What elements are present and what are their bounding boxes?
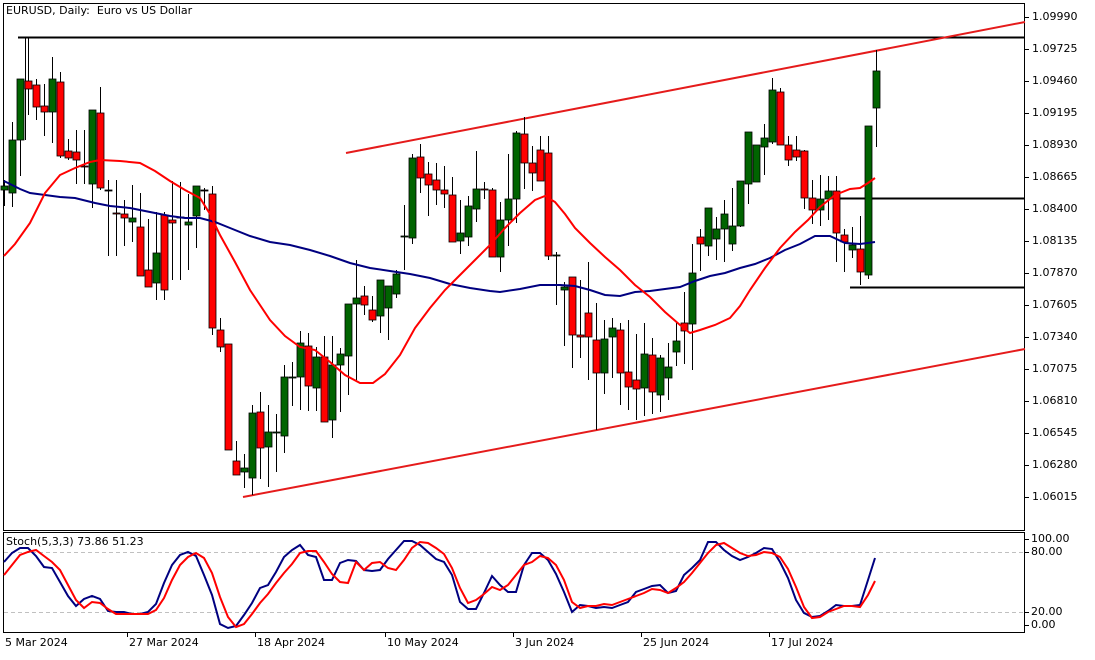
- stochastic-lines: [3, 540, 876, 630]
- stoch-tick-label: 0.00: [1031, 618, 1056, 631]
- price-tick-label: 1.09195: [1032, 106, 1078, 119]
- price-tick-label: 1.06810: [1032, 394, 1078, 407]
- ma-fast-line: [3, 158, 876, 384]
- ma-slow-line: [3, 180, 876, 298]
- price-tick-label: 1.06280: [1032, 458, 1078, 471]
- price-tick-label: 1.08135: [1032, 234, 1078, 247]
- candlesticks: [0, 38, 881, 495]
- price-tick-label: 1.07340: [1032, 330, 1078, 343]
- stoch-main-line: [3, 540, 876, 630]
- date-tick-label: 5 Mar 2024: [5, 636, 68, 649]
- stoch-tick-label: 20.00: [1031, 605, 1063, 618]
- stoch-pane-frame: [3, 532, 1025, 633]
- stochastic-label: Stoch(5,3,3) 73.86 51.23: [6, 535, 144, 548]
- price-tick-label: 1.06015: [1032, 490, 1078, 503]
- date-tick-label: 18 Apr 2024: [257, 636, 326, 649]
- price-tick-label: 1.09725: [1032, 42, 1078, 55]
- date-tick-label: 17 Jul 2024: [771, 636, 834, 649]
- price-tick-label: 1.08400: [1032, 202, 1078, 215]
- stoch-tick-label: 100.00: [1031, 532, 1070, 545]
- stoch-tick-label: 80.00: [1031, 545, 1063, 558]
- date-tick-label: 10 May 2024: [387, 636, 459, 649]
- stoch-level-lines: [4, 552, 1024, 613]
- date-tick-label: 27 Mar 2024: [129, 636, 199, 649]
- price-tick-label: 1.07075: [1032, 362, 1078, 375]
- price-tick-label: 1.09990: [1032, 10, 1078, 23]
- date-tick-label: 3 Jun 2024: [515, 636, 575, 649]
- price-tick-label: 1.08665: [1032, 170, 1078, 183]
- price-tick-label: 1.09460: [1032, 74, 1078, 87]
- chart-title: EURUSD, Daily: Euro vs US Dollar: [6, 4, 193, 17]
- date-tick-label: 25 Jun 2024: [643, 636, 710, 649]
- price-tick-label: 1.07605: [1032, 298, 1078, 311]
- price-tick-label: 1.06545: [1032, 426, 1078, 439]
- trend-channel[interactable]: [242, 21, 1026, 498]
- axis-ticks: [127, 17, 1029, 637]
- price-tick-label: 1.08930: [1032, 138, 1078, 151]
- stoch-signal-line: [3, 540, 876, 629]
- channel-upper-line[interactable]: [345, 21, 1026, 154]
- channel-lower-line[interactable]: [242, 348, 1026, 498]
- price-tick-label: 1.07870: [1032, 266, 1078, 279]
- price-pane-frame: [3, 3, 1025, 531]
